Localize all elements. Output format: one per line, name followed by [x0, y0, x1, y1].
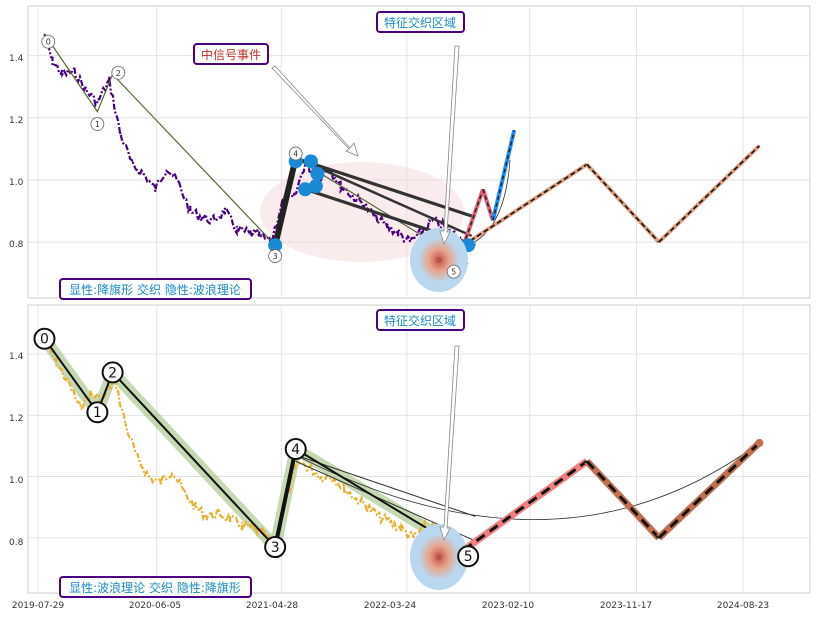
xtick-4: 2023-02-10	[482, 601, 535, 611]
bottom-panel-frame	[27, 304, 811, 594]
bottom-wave-label-3: 3	[271, 540, 280, 556]
bottom-wave-circle-4	[284, 438, 307, 460]
bottom-pattern-label-text: 显性:波浪理论 交织 隐性:降旗形	[69, 580, 241, 595]
projection-dash-0	[463, 163, 588, 246]
top-feature-zone-text: 特征交织区域	[384, 15, 456, 30]
bottom-wave-label-1: 1	[93, 405, 102, 421]
wave-path	[43, 338, 469, 555]
wave-impulse	[273, 448, 298, 548]
top-wave-circle-2	[111, 65, 126, 80]
bottom-ytick-0: 0.8	[9, 538, 24, 548]
top-pattern-segments	[461, 129, 517, 246]
xtick-1: 2020-06-05	[129, 601, 181, 611]
bottom-panel: 0 1 2 3 4 5 特征交织区域 显性:波浪理论 交织 隐性:降旗形	[33, 309, 764, 598]
bottom-wave-label-0: 0	[40, 332, 49, 348]
bottom-wave-label-2: 2	[108, 365, 117, 381]
top-wave-polyline	[44, 33, 469, 265]
bottom-projection	[461, 438, 764, 553]
top-grid	[28, 6, 810, 298]
xtick-2: 2021-04-28	[246, 601, 299, 611]
bottom-ytick-1: 1.0	[9, 476, 24, 486]
top-curve	[468, 159, 511, 246]
xtick-5: 2023-11-17	[600, 601, 652, 611]
top-wave-circle-1	[90, 117, 105, 131]
highlight-point-0	[268, 238, 283, 253]
xtick-6: 2024-08-23	[717, 601, 769, 611]
top-ytick-1: 1.0	[9, 178, 24, 188]
pattern-segment-dash-1	[482, 189, 494, 221]
bottom-wave-circle-3	[264, 536, 287, 559]
bottom-wave-label-4: 4	[291, 442, 300, 458]
xtick-0: 2019-07-29	[12, 601, 65, 611]
top-price-series	[43, 33, 469, 249]
top-wave-labels: 0 1 2 3 4 5	[41, 34, 461, 279]
projection-end-dot	[755, 438, 764, 447]
bottom-feature-zone-text: 特征交织区域	[384, 313, 456, 328]
bottom-wave-circle-0	[33, 327, 56, 350]
bottom-ytick-3: 1.4	[9, 352, 24, 362]
price-line	[43, 33, 469, 249]
top-wave-circle-4	[288, 146, 303, 161]
projection-dash-0	[462, 460, 588, 552]
projection-dash-2	[658, 145, 760, 243]
pattern-segment-dash-2	[492, 130, 515, 221]
top-wave-label-5: 5	[451, 268, 456, 277]
top-impulse-leg	[272, 157, 299, 246]
top-pattern-label-box: 显性:降旗形 交织 隐性:波浪理论	[59, 278, 252, 300]
top-projection	[462, 144, 761, 247]
top-wave-circle-3	[268, 249, 283, 263]
bottom-focus-dot	[436, 554, 442, 560]
top-event-box: 中信号事件	[193, 43, 269, 65]
top-wave-label-2: 2	[116, 69, 121, 78]
bottom-wave-label-5: 5	[464, 549, 473, 565]
bottom-price-series	[43, 338, 470, 555]
bottom-grid	[28, 305, 810, 593]
top-wave-label-4: 4	[293, 150, 298, 159]
price-line	[43, 338, 470, 555]
projection-dash-1	[586, 163, 660, 243]
top-wave-label-3: 3	[273, 252, 278, 261]
top-wave-label-0: 0	[46, 38, 51, 47]
top-ytick-3: 1.4	[9, 54, 24, 64]
top-ytick-0: 0.8	[9, 240, 24, 250]
projection-dash-1	[585, 460, 660, 539]
highlight-point-3	[303, 154, 318, 169]
bottom-wave-path	[43, 338, 469, 555]
bottom-pattern-label-box: 显性:波浪理论 交织 隐性:降旗形	[59, 576, 252, 598]
xtick-3: 2022-03-24	[364, 601, 417, 611]
top-event-text: 中信号事件	[201, 47, 261, 62]
top-zone-arrow	[439, 45, 460, 246]
top-feature-zone-box: 特征交织区域	[376, 11, 465, 33]
top-ytick-2: 1.2	[9, 116, 23, 126]
highlight-point-4	[308, 179, 323, 194]
highlight-point-2	[298, 182, 313, 197]
bottom-zone-arrow	[439, 345, 460, 542]
projection-dash-2	[657, 441, 761, 539]
bottom-feature-zone-box: 特征交织区域	[376, 309, 465, 331]
top-pattern-label-text: 显性:降旗形 交织 隐性:波浪理论	[69, 282, 241, 297]
bottom-wave-circle-2	[101, 361, 124, 384]
bottom-wave-labels: 0 1 2 3 4 5	[33, 327, 480, 568]
projection-curve	[295, 442, 760, 521]
pattern-segment-dash-0	[462, 189, 484, 246]
top-wave-circle-0	[41, 34, 56, 49]
bottom-ytick-2: 1.2	[9, 414, 23, 424]
top-wave-circle-5	[446, 264, 461, 279]
top-event-arrow	[271, 65, 359, 157]
bottom-wave-circle-1	[86, 401, 109, 424]
top-wave-label-1: 1	[95, 120, 100, 129]
highlight-point-5	[310, 166, 325, 181]
bottom-wave-circle-5	[457, 545, 480, 568]
top-panel-frame	[27, 5, 811, 299]
top-focus-dot	[436, 257, 442, 263]
top-panel: 0 1 2 3 4 5 特征交织区域 中信号事件 显性:降旗形 交织 隐性:波浪理论	[41, 11, 761, 300]
